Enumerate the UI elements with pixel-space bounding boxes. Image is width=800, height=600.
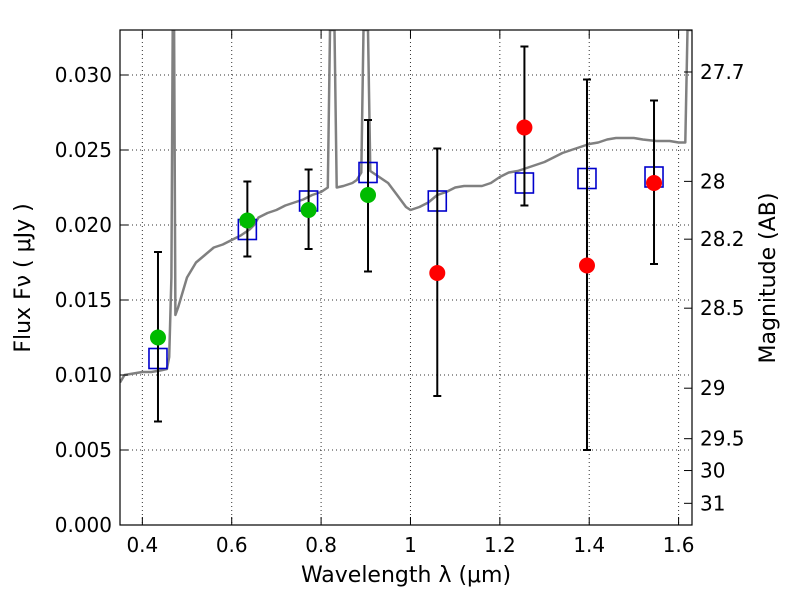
right-tick-label: 29.5 <box>700 427 745 451</box>
x-tick-label: 1.4 <box>573 533 605 557</box>
x-tick-label: 1.2 <box>484 533 516 557</box>
y-tick-label: 0.025 <box>55 138 112 162</box>
right-tick-label: 31 <box>700 491 725 515</box>
right-tick-label: 29 <box>700 376 725 400</box>
observed-flux-point <box>429 265 446 281</box>
right-tick-label: 30 <box>700 459 725 483</box>
right-tick-label: 28.5 <box>700 296 745 320</box>
x-tick-label: 0.4 <box>126 533 158 557</box>
data-series <box>120 30 692 451</box>
observed-flux-point <box>360 187 377 203</box>
template-spectrum-line <box>120 30 692 384</box>
plot-frame <box>119 29 693 526</box>
observed-flux-point <box>149 329 166 346</box>
y-tick-label: 0.015 <box>55 288 112 312</box>
y-tick-label: 0.000 <box>55 513 112 537</box>
grid <box>120 30 692 526</box>
observed-flux-point <box>239 212 256 229</box>
right-tick-label: 28 <box>700 169 725 193</box>
observed-flux-point <box>578 257 595 274</box>
y-tick-label: 0.005 <box>55 438 112 462</box>
x-tick-label: 1.6 <box>663 533 695 557</box>
observed-flux-point <box>300 202 317 218</box>
y-axis-title: Flux Fν ( μJy ) <box>11 203 36 352</box>
x-axis-title: Wavelength λ (μm) <box>301 563 511 588</box>
right-tick-label: 28.2 <box>700 227 745 251</box>
right-axis-title: Magnitude (AB) <box>756 193 781 364</box>
y-tick-label: 0.020 <box>55 213 112 237</box>
observed-flux-point <box>646 175 663 191</box>
x-tick-label: 0.6 <box>216 533 248 557</box>
x-tick-label: 0.8 <box>305 533 337 557</box>
observed-flux-point <box>516 119 533 136</box>
x-tick-label: 1 <box>404 533 417 557</box>
right-tick-label: 27.7 <box>700 60 745 84</box>
y-tick-label: 0.030 <box>55 63 112 87</box>
axis-ticks: 0.4 0.6 0.8 1 1.2 1.4 1.6 0.000 0.005 0.010 0.015 0… <box>55 30 745 557</box>
y-tick-label: 0.010 <box>55 363 112 387</box>
